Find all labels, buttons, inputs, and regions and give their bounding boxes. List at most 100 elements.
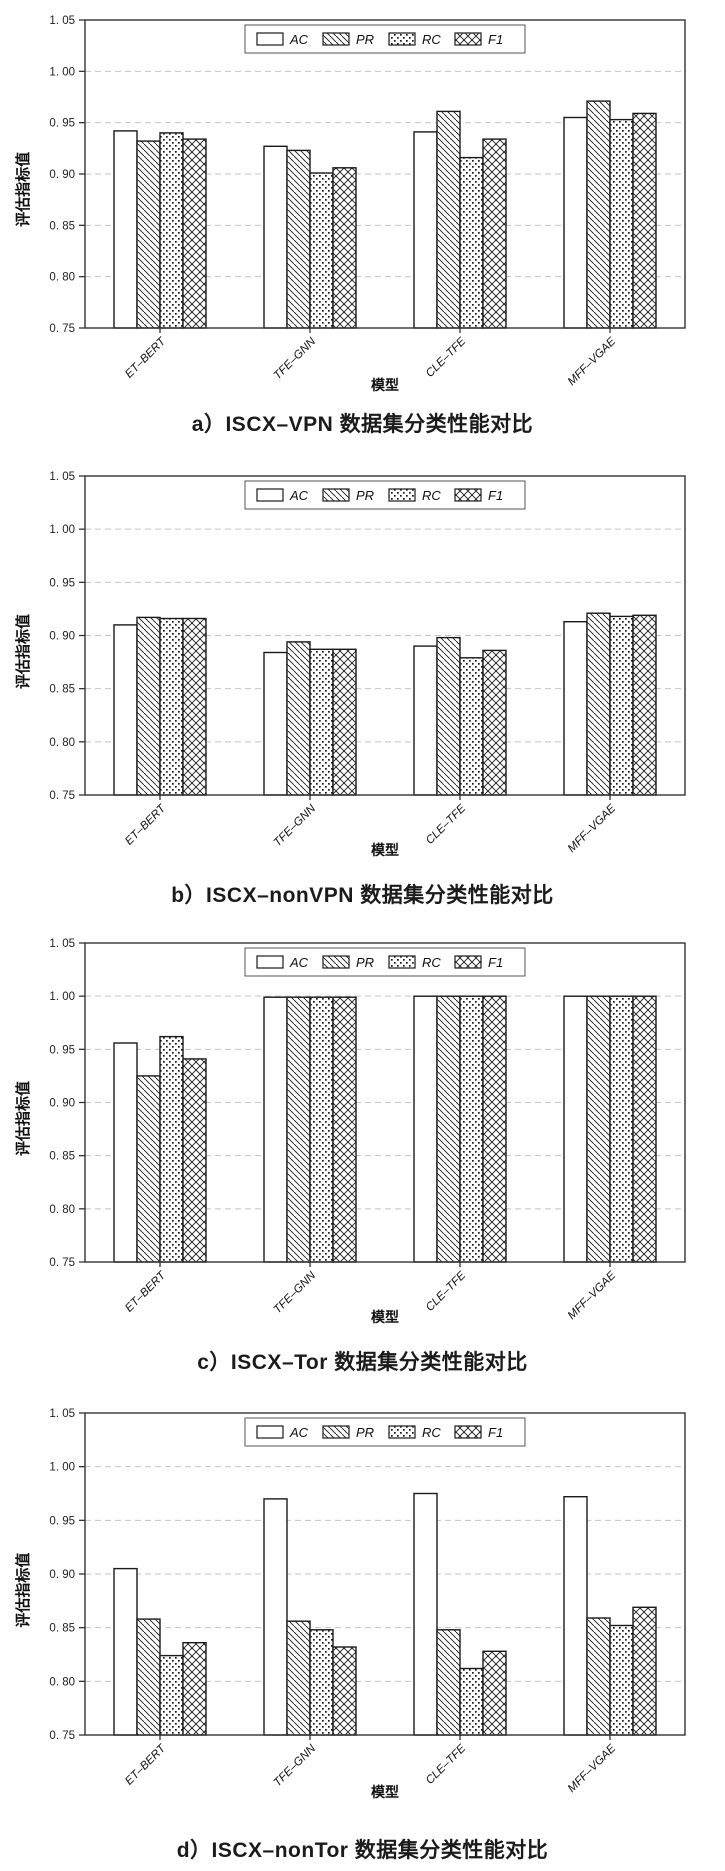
legend-label-PR: PR: [356, 1425, 374, 1440]
bar-RC-CLE–TFE: [459, 156, 484, 329]
legend-swatch-PR: [322, 488, 350, 502]
y-tick-label: 1. 00: [49, 1462, 75, 1474]
x-tick-label: CLE–TFE: [424, 335, 468, 379]
bar-PR-MFF–VGAE: [586, 100, 611, 329]
y-tick-label: 1. 05: [49, 15, 75, 27]
caption-a: a）ISCX–VPN 数据集分类性能对比: [191, 413, 534, 436]
y-tick-label: 0. 75: [49, 1257, 75, 1269]
legend-swatch-F1: [454, 32, 482, 46]
bar-RC-MFF–VGAE: [609, 1624, 634, 1736]
y-tick-label: 0. 95: [49, 1515, 75, 1527]
caption-b: b）ISCX–nonVPN 数据集分类性能对比: [171, 884, 554, 907]
chart-a: 1. 05 1. 00 0. 95 0. 90 0. 85 0. 80 0. 75 评估指标值…: [0, 0, 725, 400]
bar-F1-MFF–VGAE: [632, 1606, 657, 1736]
legend-label-PR: PR: [356, 488, 374, 503]
bar-AC-CLE–TFE: [413, 995, 438, 1263]
x-tick-label: MFF–VGAE: [566, 1269, 619, 1322]
x-tick-label: ET–BERT: [123, 1269, 169, 1315]
bar-F1-TFE–GNN: [332, 1646, 357, 1736]
bar-PR-CLE–TFE: [436, 1629, 461, 1736]
legend-swatch-F1: [454, 488, 482, 502]
y-tick-label: 0. 90: [49, 1098, 75, 1110]
y-tick-label: 0. 80: [49, 1204, 75, 1216]
bar-AC-ET–BERT: [113, 130, 138, 329]
bar-PR-ET–BERT: [136, 140, 161, 329]
chart-b-svg: 1. 05 1. 00 0. 95 0. 90 0. 85 0. 80 0. 75 评估指标值…: [14, 471, 686, 858]
y-axis-label: 评估指标值: [14, 614, 32, 689]
legend-box: [244, 24, 526, 54]
bar-PR-TFE–GNN: [286, 149, 311, 329]
x-tick-label: TFE–GNN: [272, 802, 319, 849]
x-axis-label: 模型: [371, 1784, 399, 1800]
y-tick-label: 0. 85: [49, 1151, 75, 1163]
bar-AC-CLE–TFE: [413, 131, 438, 329]
bar-F1-CLE–TFE: [482, 995, 507, 1263]
legend: AC PR RC F1: [244, 1417, 526, 1447]
bar-RC-ET–BERT: [159, 132, 184, 329]
bar-RC-TFE–GNN: [309, 648, 334, 796]
bar-AC-MFF–VGAE: [563, 1495, 588, 1736]
legend-swatch-PR: [322, 955, 350, 969]
legend-label-PR: PR: [356, 32, 374, 47]
y-tick-label: 1. 00: [49, 991, 75, 1003]
y-tick-label: 0. 75: [49, 1730, 75, 1742]
bar-AC-TFE–GNN: [263, 145, 288, 329]
x-tick-label: TFE–GNN: [272, 1269, 319, 1316]
bar-PR-TFE–GNN: [286, 641, 311, 796]
x-tick-label: ET–BERT: [123, 1742, 169, 1788]
legend-label-AC: AC: [289, 32, 309, 47]
y-tick-label: 0. 80: [49, 737, 75, 749]
bar-AC-CLE–TFE: [413, 645, 438, 796]
legend-label-F1: F1: [488, 1425, 503, 1440]
chart-d-svg: 1. 05 1. 00 0. 95 0. 90 0. 85 0. 80 0. 75 评估指标值…: [14, 1408, 686, 1800]
legend-label-RC: RC: [422, 32, 441, 47]
x-tick-label: CLE–TFE: [424, 802, 468, 846]
legend-label-PR: PR: [356, 955, 374, 970]
bar-RC-ET–BERT: [159, 1035, 184, 1263]
legend-label-F1: F1: [488, 488, 503, 503]
y-axis-label: 评估指标值: [14, 152, 32, 227]
y-tick-label: 0. 75: [49, 790, 75, 802]
bar-F1-CLE–TFE: [482, 1650, 507, 1736]
bar-RC-CLE–TFE: [459, 1667, 484, 1736]
bar-F1-ET–BERT: [182, 138, 207, 329]
bar-PR-MFF–VGAE: [586, 995, 611, 1263]
bar-F1-TFE–GNN: [332, 648, 357, 796]
bar-F1-ET–BERT: [182, 1641, 207, 1736]
bar-F1-MFF–VGAE: [632, 614, 657, 796]
chart-c-svg: 1. 05 1. 00 0. 95 0. 90 0. 85 0. 80 0. 75 评估指标值…: [14, 938, 686, 1325]
y-tick-label: 0. 90: [49, 1569, 75, 1581]
bar-AC-MFF–VGAE: [563, 116, 588, 329]
chart-d: 1. 05 1. 00 0. 95 0. 90 0. 85 0. 80 0. 75 评估指标值…: [0, 1392, 725, 1804]
x-axis-label: 模型: [371, 1309, 399, 1325]
x-tick-label: CLE–TFE: [424, 1742, 468, 1786]
legend-box: [244, 1417, 526, 1447]
x-tick-label: MFF–VGAE: [566, 802, 619, 855]
bar-RC-TFE–GNN: [309, 996, 334, 1263]
y-tick-label: 0. 90: [49, 631, 75, 643]
legend-swatch-AC: [256, 1425, 284, 1439]
bar-RC-ET–BERT: [159, 1654, 184, 1736]
x-axis-label: 模型: [371, 377, 399, 393]
legend-swatch-AC: [256, 955, 284, 969]
bar-PR-ET–BERT: [136, 1618, 161, 1736]
bar-PR-ET–BERT: [136, 616, 161, 796]
bar-F1-TFE–GNN: [332, 167, 357, 329]
y-tick-label: 1. 05: [49, 1408, 75, 1420]
legend-swatch-RC: [388, 955, 416, 969]
y-axis-label: 评估指标值: [14, 1081, 32, 1156]
bar-F1-ET–BERT: [182, 617, 207, 796]
bar-F1-MFF–VGAE: [632, 995, 657, 1263]
chart-a-svg: 1. 05 1. 00 0. 95 0. 90 0. 85 0. 80 0. 75 评估指标值…: [14, 15, 686, 393]
legend-label-AC: AC: [289, 955, 309, 970]
legend: AC PR RC F1: [244, 480, 526, 510]
x-tick-label: CLE–TFE: [424, 1269, 468, 1313]
x-tick-label: TFE–GNN: [272, 1742, 319, 1789]
bar-AC-MFF–VGAE: [563, 620, 588, 796]
legend: AC PR RC F1: [244, 24, 526, 54]
caption-d: d）ISCX–nonTor 数据集分类性能对比: [176, 1839, 549, 1862]
legend-label-RC: RC: [422, 488, 441, 503]
bar-RC-CLE–TFE: [459, 995, 484, 1263]
y-tick-label: 1. 00: [49, 66, 75, 78]
